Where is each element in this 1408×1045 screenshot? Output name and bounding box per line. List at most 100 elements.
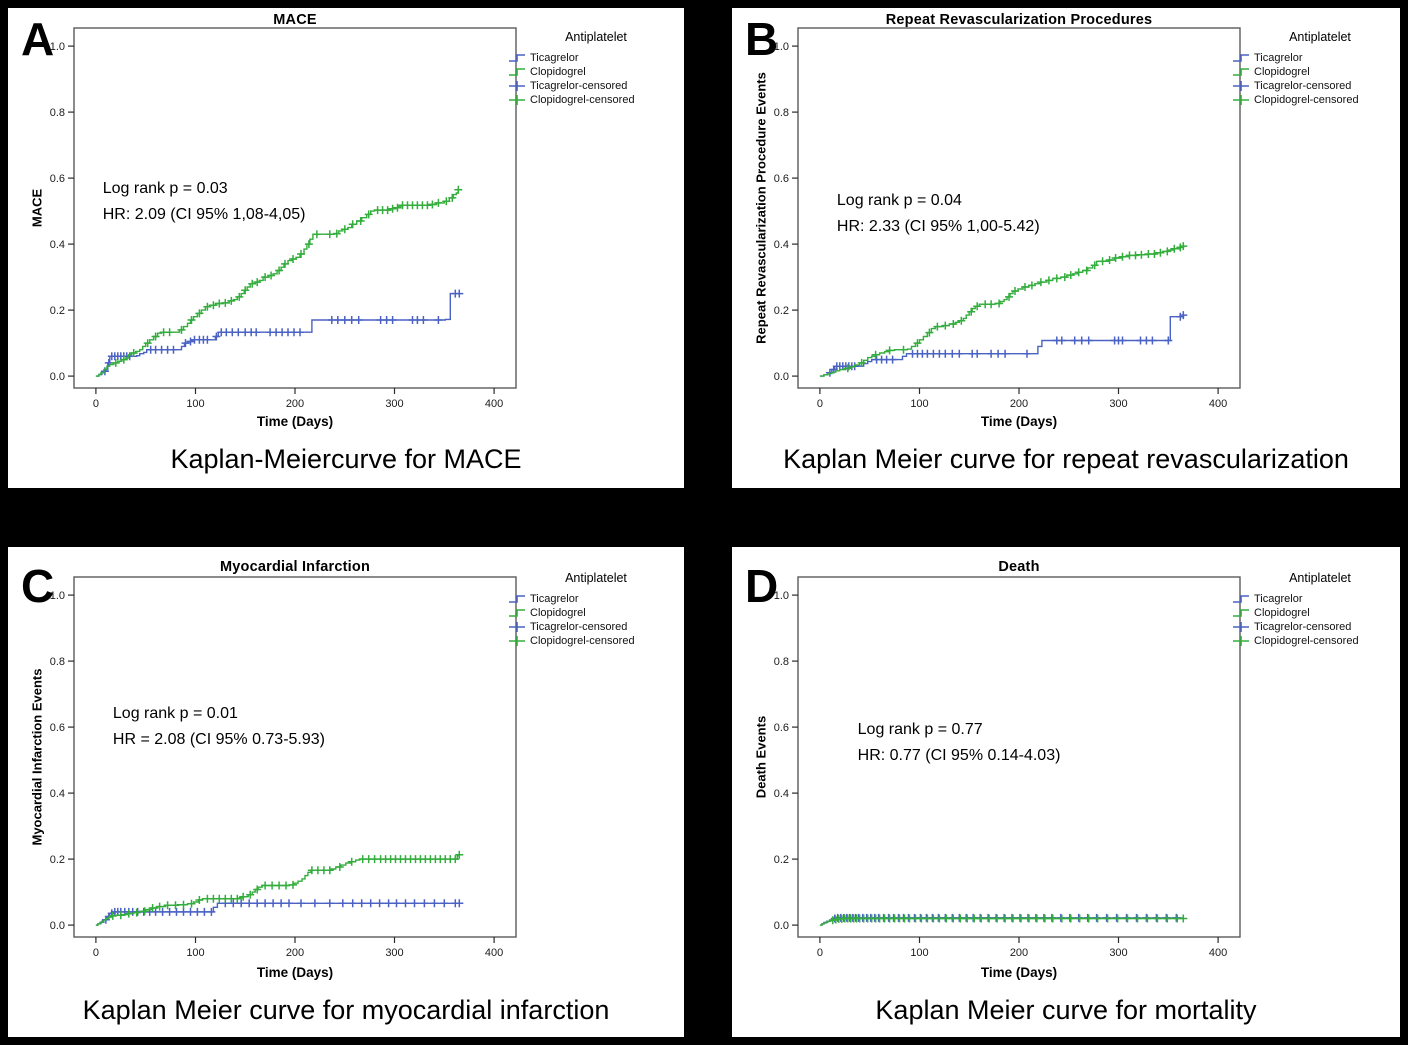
svg-text:0.0: 0.0: [774, 371, 789, 383]
legend-entry-label: Clopidogrel: [530, 606, 586, 619]
legend-entry-ticagrelor: Ticagrelor: [1232, 592, 1408, 605]
legend-entry-clopidogrel: Clopidogrel: [508, 65, 684, 78]
legend-entry-clopidogrel-censored: Clopidogrel-censored: [1232, 93, 1408, 106]
stats-annotation: Log rank p = 0.01 HR = 2.08 (CI 95% 0.73…: [113, 701, 325, 753]
svg-text:1.0: 1.0: [774, 590, 789, 602]
legend-entries: Ticagrelor Clopidogrel Ticagrelor-censored…: [508, 592, 684, 647]
panel-c-myocardial-infarction: C Myocardial Infarction Myocardial Infar…: [8, 547, 684, 1037]
svg-text:1.0: 1.0: [774, 41, 789, 53]
ticagrelor-symbol-icon: [509, 53, 525, 62]
stats-annotation: Log rank p = 0.04 HR: 2.33 (CI 95% 1,00-…: [837, 188, 1040, 240]
legend-entry-clopidogrel-censored: Clopidogrel-censored: [508, 634, 684, 647]
km-plot-mace: 0.0 0.2 0.4 0.6 0.8 1.0 0 100 200 300 400: [50, 27, 517, 410]
svg-text:0: 0: [93, 947, 99, 959]
svg-text:0.8: 0.8: [50, 656, 65, 668]
legend-entry-label: Ticagrelor: [530, 51, 579, 64]
svg-text:0.6: 0.6: [50, 173, 65, 185]
stats-annotation: Log rank p = 0.77 HR: 0.77 (CI 95% 0.14-…: [858, 717, 1061, 769]
legend: Antiplatelet Ticagrelor Clopidogrel Ticagr…: [508, 571, 684, 648]
panel-caption: Kaplan Meier curve for myocardial infarc…: [82, 995, 610, 1025]
ticagrelor-censored-symbol-icon: [509, 80, 525, 91]
legend-entry-ticagrelor: Ticagrelor: [508, 51, 684, 64]
legend: Antiplatelet Ticagrelor Clopidogrel Ticagr…: [1232, 30, 1408, 107]
panel-b-revascularization: B Repeat Revascularization Procedures Re…: [732, 8, 1400, 488]
svg-text:1.0: 1.0: [50, 41, 65, 53]
legend-entry-label: Clopidogrel-censored: [530, 634, 635, 647]
legend-entries: Ticagrelor Clopidogrel Ticagrelor-censored…: [1232, 592, 1408, 647]
panel-letter: D: [745, 560, 779, 612]
svg-text:0.6: 0.6: [774, 173, 789, 185]
km-plot-myocardial-infarction: 0.0 0.2 0.4 0.6 0.8 1.0 0 100 200 300 400: [50, 576, 517, 959]
x-axis-label: Time (Days): [980, 414, 1058, 429]
svg-text:0.6: 0.6: [774, 722, 789, 734]
clopidogrel-censored-symbol-icon: [1233, 635, 1249, 646]
legend-entry-label: Ticagrelor-censored: [1254, 620, 1352, 633]
svg-text:400: 400: [1209, 947, 1227, 959]
clopidogrel-symbol-icon: [509, 608, 525, 617]
clopidogrel-censored-symbol-icon: [1233, 94, 1249, 105]
ticagrelor-censored-symbol-icon: [1233, 621, 1249, 632]
hazard-ratio-line: HR = 2.08 (CI 95% 0.73-5.93): [112, 731, 325, 749]
legend-entry-ticagrelor-censored: Ticagrelor-censored: [1232, 79, 1408, 92]
legend-title: Antiplatelet: [565, 30, 627, 44]
chart-title: Myocardial Infarction: [219, 559, 371, 575]
clopidogrel-symbol-icon: [509, 67, 525, 76]
svg-text:0.0: 0.0: [50, 371, 65, 383]
panel-caption: Kaplan Meier curve for repeat revascular…: [783, 444, 1349, 474]
svg-text:0: 0: [817, 398, 823, 410]
legend-entries: Ticagrelor Clopidogrel Ticagrelor-censored…: [1232, 51, 1408, 106]
svg-text:0.4: 0.4: [50, 788, 65, 800]
stats-annotation: Log rank p = 0.03 HR: 2.09 (CI 95% 1,08-…: [103, 176, 306, 228]
ticagrelor-symbol-icon: [1233, 53, 1249, 62]
legend-entry-label: Ticagrelor: [1254, 51, 1303, 64]
legend-entry-ticagrelor-censored: Ticagrelor-censored: [508, 620, 684, 633]
clopidogrel-censored-symbol-icon: [509, 94, 525, 105]
log-rank-line: Log rank p = 0.04: [836, 192, 962, 210]
panel-d-death: D Death Death Events 0.0 0.2 0.4 0.6 0.8 1.0 0…: [732, 547, 1400, 1037]
svg-text:200: 200: [1010, 947, 1028, 959]
svg-text:0: 0: [93, 398, 99, 410]
svg-text:0.0: 0.0: [774, 920, 789, 932]
svg-text:400: 400: [485, 398, 503, 410]
clopidogrel-symbol-icon: [1233, 608, 1249, 617]
svg-text:300: 300: [385, 947, 403, 959]
log-rank-line: Log rank p = 0.77: [857, 721, 983, 739]
svg-text:400: 400: [1209, 398, 1227, 410]
legend-entry-label: Ticagrelor-censored: [1254, 79, 1352, 92]
legend-entry-label: Clopidogrel: [1254, 65, 1310, 78]
legend-title: Antiplatelet: [1289, 30, 1351, 44]
legend-entry-clopidogrel: Clopidogrel: [1232, 65, 1408, 78]
ticagrelor-censored-symbol-icon: [509, 621, 525, 632]
panel-caption: Kaplan Meier curve for mortality: [875, 995, 1257, 1025]
svg-text:200: 200: [286, 398, 304, 410]
svg-text:0.2: 0.2: [50, 305, 65, 317]
chart-title: Repeat Revascularization Procedures: [885, 12, 1153, 28]
legend-entry-clopidogrel-censored: Clopidogrel-censored: [1232, 634, 1408, 647]
svg-text:0.4: 0.4: [50, 239, 65, 251]
legend-title: Antiplatelet: [565, 571, 627, 585]
legend-entry-label: Clopidogrel: [1254, 606, 1310, 619]
km-plot-revascularization: 0.0 0.2 0.4 0.6 0.8 1.0 0 100 200 300 400: [774, 27, 1241, 410]
log-rank-line: Log rank p = 0.01: [112, 705, 238, 723]
svg-text:0.6: 0.6: [50, 722, 65, 734]
legend-entry-label: Clopidogrel-censored: [1254, 93, 1359, 106]
svg-text:0.2: 0.2: [774, 854, 789, 866]
legend-entry-clopidogrel: Clopidogrel: [508, 606, 684, 619]
ticagrelor-symbol-icon: [1233, 594, 1249, 603]
legend-entry-ticagrelor: Ticagrelor: [508, 592, 684, 605]
legend-entry-label: Clopidogrel-censored: [530, 93, 635, 106]
svg-text:0: 0: [817, 947, 823, 959]
x-axis-label: Time (Days): [980, 965, 1058, 980]
legend-entry-label: Ticagrelor-censored: [530, 620, 628, 633]
legend-entry-ticagrelor-censored: Ticagrelor-censored: [508, 79, 684, 92]
legend-entry-label: Ticagrelor-censored: [530, 79, 628, 92]
svg-text:100: 100: [186, 398, 204, 410]
legend-entry-ticagrelor-censored: Ticagrelor-censored: [1232, 620, 1408, 633]
hazard-ratio-line: HR: 2.09 (CI 95% 1,08-4,05): [102, 205, 306, 223]
svg-text:300: 300: [1109, 398, 1127, 410]
panel-letter: B: [745, 13, 779, 65]
svg-text:0.2: 0.2: [50, 854, 65, 866]
svg-text:0.4: 0.4: [774, 788, 789, 800]
legend-entry-clopidogrel-censored: Clopidogrel-censored: [508, 93, 684, 106]
